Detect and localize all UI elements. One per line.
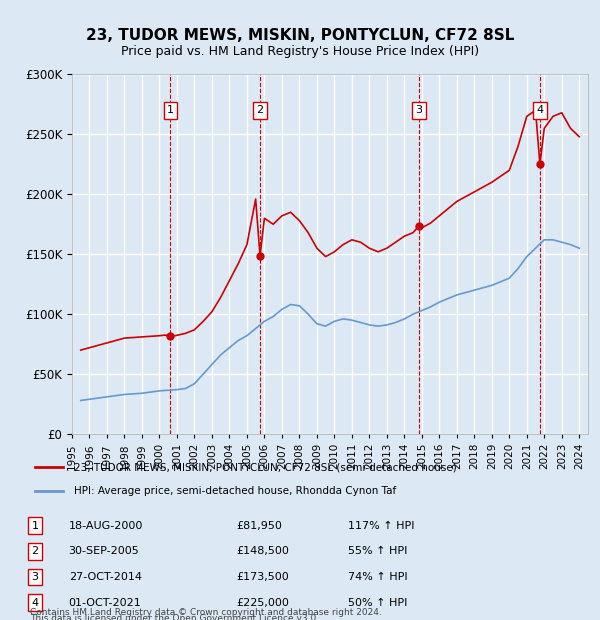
Text: £148,500: £148,500 [236, 546, 289, 556]
Text: 2: 2 [256, 105, 263, 115]
Text: 50% ↑ HPI: 50% ↑ HPI [347, 598, 407, 608]
Text: 3: 3 [415, 105, 422, 115]
Text: 1: 1 [167, 105, 174, 115]
Text: 3: 3 [32, 572, 38, 582]
Text: Contains HM Land Registry data © Crown copyright and database right 2024.: Contains HM Land Registry data © Crown c… [30, 608, 382, 617]
Text: 55% ↑ HPI: 55% ↑ HPI [347, 546, 407, 556]
Text: 27-OCT-2014: 27-OCT-2014 [68, 572, 142, 582]
Text: 23, TUDOR MEWS, MISKIN, PONTYCLUN, CF72 8SL: 23, TUDOR MEWS, MISKIN, PONTYCLUN, CF72 … [86, 28, 514, 43]
Text: £173,500: £173,500 [236, 572, 289, 582]
Text: HPI: Average price, semi-detached house, Rhondda Cynon Taf: HPI: Average price, semi-detached house,… [74, 485, 397, 495]
Text: 23, TUDOR MEWS, MISKIN, PONTYCLUN, CF72 8SL (semi-detached house): 23, TUDOR MEWS, MISKIN, PONTYCLUN, CF72 … [74, 463, 457, 472]
Text: 74% ↑ HPI: 74% ↑ HPI [347, 572, 407, 582]
Text: 30-SEP-2005: 30-SEP-2005 [68, 546, 139, 556]
Text: £225,000: £225,000 [236, 598, 289, 608]
Text: 01-OCT-2021: 01-OCT-2021 [68, 598, 142, 608]
Text: 1: 1 [32, 521, 38, 531]
Text: This data is licensed under the Open Government Licence v3.0.: This data is licensed under the Open Gov… [30, 614, 319, 620]
Text: £81,950: £81,950 [236, 521, 282, 531]
Text: 18-AUG-2000: 18-AUG-2000 [68, 521, 143, 531]
Text: 2: 2 [32, 546, 39, 556]
Text: Price paid vs. HM Land Registry's House Price Index (HPI): Price paid vs. HM Land Registry's House … [121, 45, 479, 58]
Text: 117% ↑ HPI: 117% ↑ HPI [347, 521, 414, 531]
Text: 4: 4 [536, 105, 544, 115]
Text: 4: 4 [32, 598, 39, 608]
